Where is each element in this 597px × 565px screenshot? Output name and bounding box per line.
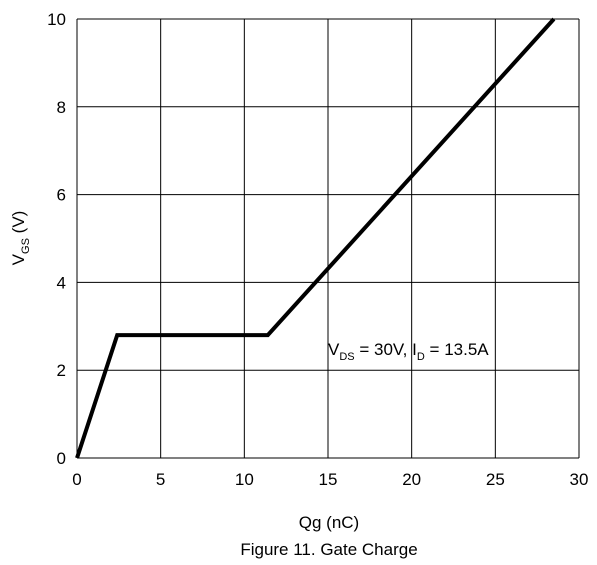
x-tick-label-2: 10 — [235, 470, 254, 489]
x-tick-label-5: 25 — [486, 470, 505, 489]
x-tick-labels: 0 5 10 15 20 25 30 — [72, 470, 588, 489]
y-tick-label-2: 4 — [57, 273, 66, 292]
y-tick-label-5: 10 — [47, 10, 66, 29]
y-tick-label-3: 6 — [57, 186, 66, 205]
grid — [76, 18, 580, 459]
x-tick-label-3: 15 — [319, 470, 338, 489]
y-tick-label-1: 2 — [57, 361, 66, 380]
x-tick-label-1: 5 — [156, 470, 165, 489]
series-line — [75, 17, 556, 459]
test-condition-annotation: VDS = 30V, ID = 13.5A — [328, 340, 489, 363]
y-tick-label-4: 8 — [57, 98, 66, 117]
y-tick-label-0: 0 — [57, 449, 66, 468]
x-axis-label: Qg (nC) — [299, 513, 359, 532]
x-tick-label-4: 20 — [402, 470, 421, 489]
y-axis-label: VGS (V) — [9, 211, 32, 266]
x-tick-label-0: 0 — [72, 470, 81, 489]
y-tick-labels: 0 2 4 6 8 10 — [47, 10, 66, 468]
figure-caption: Figure 11. Gate Charge — [240, 540, 417, 559]
x-tick-label-6: 30 — [570, 470, 589, 489]
